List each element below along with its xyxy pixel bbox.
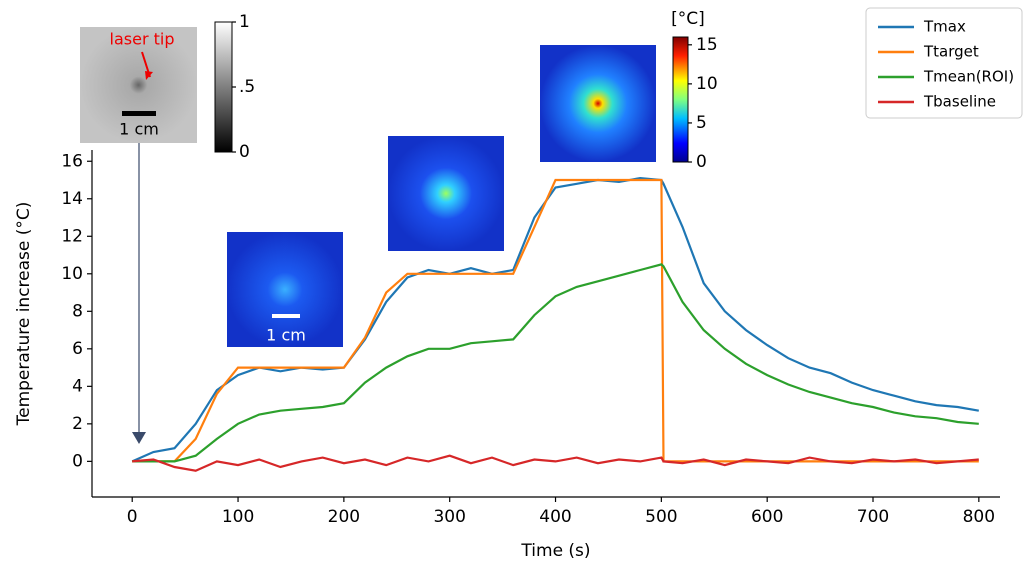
legend-label: Ttarget [923, 43, 979, 61]
x-tick-label: 500 [645, 507, 677, 527]
scale-bar [272, 314, 300, 318]
legend-label: Tmean(ROI) [923, 68, 1014, 86]
annotation: laser tip [110, 30, 175, 49]
gray-image [80, 27, 197, 143]
colorbar-tick-label: 15 [696, 35, 718, 55]
colorbar-tick-label: 1 [239, 12, 250, 32]
x-tick-label: 100 [222, 507, 254, 527]
heat-image [540, 45, 656, 162]
series-line [132, 263, 979, 463]
y-tick-label: 12 [61, 226, 83, 246]
x-axis-label: Time (s) [520, 541, 590, 561]
gray-inset: laser tip 1 cm [80, 21, 233, 444]
series-line [131, 176, 979, 463]
scale-bar [122, 111, 156, 116]
y-tick-label: 8 [72, 301, 83, 321]
colorbar-tick-label: 10 [696, 74, 718, 94]
x-tick-label: 600 [751, 507, 783, 527]
x-tick-label: 400 [539, 507, 571, 527]
legend-label: Tmax [923, 18, 966, 36]
gray-colorbar [214, 21, 233, 153]
series-line [132, 454, 979, 472]
y-tick-label: 10 [61, 264, 83, 284]
y-tick-label: 2 [72, 414, 83, 434]
heat-image [388, 136, 504, 251]
pointer-head [132, 432, 146, 444]
colorbar-tick-label: .5 [239, 77, 255, 97]
axes: 0 2 4 6 8 10 12 14 16 0 100 200 300 400 500 600 700 800 Ti… [14, 150, 1000, 561]
heat-image [227, 232, 343, 347]
heat-colorbar [672, 36, 689, 163]
annotation: 1 cm [119, 120, 159, 139]
colorbar-tick-label: 5 [696, 113, 707, 133]
colorbar-tick-label: 0 [239, 142, 250, 162]
heat-insets: 1 cm [°C] [227, 9, 705, 347]
y-tick-label: 14 [61, 189, 83, 209]
x-tick-label: 300 [433, 507, 465, 527]
legend-label: Tbaseline [923, 93, 996, 111]
x-tick-label: 0 [127, 507, 138, 527]
y-tick-label: 0 [72, 451, 83, 471]
y-axis-label: Temperature increase (°C) [14, 202, 34, 427]
colorbar-tick-label: 0 [696, 152, 707, 172]
x-tick-label: 200 [328, 507, 360, 527]
x-tick-label: 800 [963, 507, 995, 527]
y-tick-label: 4 [72, 376, 83, 396]
y-tick-label: 16 [61, 151, 83, 171]
annotation: 1 cm [266, 326, 306, 345]
x-tick-label: 700 [857, 507, 889, 527]
colorbar-label: [°C] [671, 9, 705, 29]
arrow-head [145, 71, 153, 80]
y-tick-label: 6 [72, 339, 83, 359]
legend [865, 7, 1023, 119]
